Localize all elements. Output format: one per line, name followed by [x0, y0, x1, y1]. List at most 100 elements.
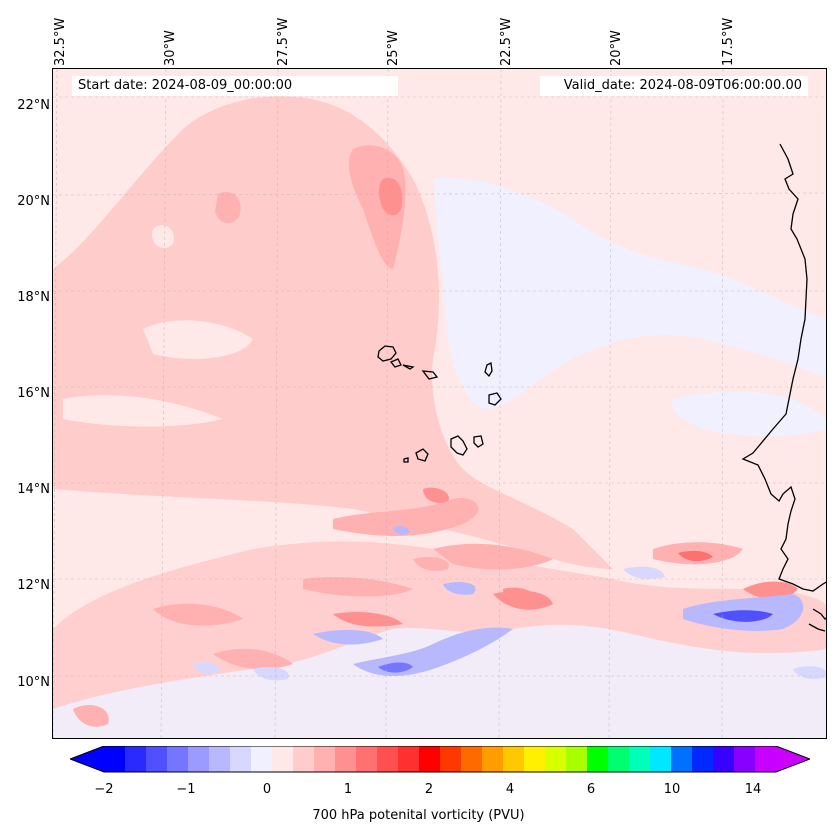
lat-label-22n: 22°N [17, 98, 50, 113]
cape-verde-fogo [415, 448, 429, 462]
colorbar-segment [566, 746, 588, 772]
lat-label-20n: 20°N [17, 194, 50, 209]
colorbar-segment [461, 746, 483, 772]
lon-label-25w: 25°W [386, 30, 401, 66]
colorbar-segment [377, 746, 399, 772]
pv-east-blue-2 [623, 566, 665, 579]
colorbar-segment [146, 746, 168, 772]
pv-blue-4 [253, 667, 289, 681]
pv-band-2 [423, 487, 449, 503]
colorbar-segment [293, 746, 315, 772]
graticule [53, 69, 826, 738]
pv-field [53, 69, 826, 738]
pv-band-5 [303, 577, 413, 597]
colorbar-segment [356, 746, 378, 772]
cape-verde-santiago [450, 435, 468, 456]
colorbar-segment [524, 746, 546, 772]
cape-verde-brava [403, 457, 409, 463]
pv-low-region-south [53, 624, 826, 738]
cape-verde-santo-antao [377, 345, 397, 362]
pv-low-region-east [672, 391, 826, 437]
cape-verde-sao-nicolau [402, 364, 415, 370]
valid-date-label: Valid_date: 2024-08-09T06:00:00.00 [540, 76, 808, 96]
lon-label-30w: 30°W [163, 30, 178, 66]
lat-label-10n: 10°N [17, 675, 50, 690]
colorbar-tick-1: 1 [343, 782, 353, 797]
lon-label-20w: 20°W [609, 30, 624, 66]
pv-blue-2 [313, 629, 383, 645]
cape-verde-sal [484, 362, 493, 378]
cape-verde-sao-vicente [389, 358, 402, 368]
colorbar-segment [692, 746, 714, 772]
colorbar-segment [671, 746, 693, 772]
colorbar-segment [629, 746, 651, 772]
lon-label-17-5w: 17.5°W [721, 17, 736, 66]
pv-east-blue-3 [793, 666, 826, 679]
colorbar-segment [734, 746, 756, 772]
colorbar-tick-14: 14 [744, 782, 762, 797]
lon-label-22-5w: 22.5°W [499, 17, 514, 66]
pv-hole-3 [63, 395, 223, 427]
pv-hole-2 [152, 224, 174, 249]
pv-region-west-band [53, 96, 613, 569]
colorbar-segment [440, 746, 462, 772]
colorbar-segment [608, 746, 630, 772]
colorbar-outline [70, 746, 810, 773]
colorbar-segment [545, 746, 567, 772]
pv-low-region-north [433, 178, 826, 409]
lat-label-12n: 12°N [17, 578, 50, 593]
colorbar-tick-4: 4 [505, 782, 515, 797]
pv-band-3 [433, 543, 553, 570]
coast-southern [808, 608, 826, 632]
pv-band-6 [333, 612, 403, 627]
pv-hole-1 [143, 320, 253, 359]
pv-blue-1-core [378, 662, 413, 673]
colorbar-segment [167, 746, 189, 772]
pv-east-red-2 [743, 581, 798, 600]
colorbar-tick-minus2: −2 [94, 782, 114, 797]
pv-north-max [348, 145, 406, 269]
lat-label-14n: 14°N [17, 482, 50, 497]
pv-map [52, 68, 827, 739]
pv-band-7 [153, 603, 243, 626]
cape-verde-maio [473, 435, 484, 448]
cape-verde-boa-vista [488, 392, 502, 406]
lat-label-18n: 18°N [17, 290, 50, 305]
colorbar-tick-2: 2 [424, 782, 434, 797]
colorbar-extend-low [70, 746, 104, 772]
lon-label-32-5w: 32.5°W [53, 17, 68, 66]
colorbar-segment [188, 746, 210, 772]
colorbar-segment [398, 746, 420, 772]
colorbar-segment [314, 746, 336, 772]
pv-east-red-1-core [678, 550, 713, 562]
colorbar-segment [209, 746, 231, 772]
colorbar-segment [419, 746, 441, 772]
colorbar-segment [272, 746, 294, 772]
colorbar-segment [587, 746, 609, 772]
colorbar-segment [230, 746, 252, 772]
colorbar-segment [713, 746, 735, 772]
pv-blue-3 [443, 582, 476, 595]
cape-verde-sao-nicolau-east [421, 370, 439, 380]
pv-band-10 [493, 590, 553, 610]
colorbar-segment [755, 746, 777, 772]
colorbar-tick-6: 6 [586, 782, 596, 797]
colorbar-segment [104, 746, 126, 772]
colorbar-label: 700 hPa potenital vorticity (PVU) [312, 808, 525, 823]
pv-small-max [215, 191, 241, 223]
colorbar-tick-minus1: −1 [176, 782, 196, 797]
colorbar-segment [251, 746, 273, 772]
colorbar-tick-0: 0 [262, 782, 272, 797]
colorbar-segment [125, 746, 147, 772]
colorbar-extend-high [776, 746, 810, 772]
colorbar-tick-10: 10 [663, 782, 681, 797]
africa-coast [741, 143, 826, 592]
pv-band-9 [73, 704, 109, 727]
colorbar-segment [335, 746, 357, 772]
start-date-label: Start date: 2024-08-09_00:00:00 [72, 76, 398, 96]
pv-band-8 [213, 648, 293, 670]
colorbar-segment [650, 746, 672, 772]
pv-band-11 [413, 557, 449, 571]
coastline [377, 143, 826, 632]
pv-band-1 [333, 498, 479, 536]
